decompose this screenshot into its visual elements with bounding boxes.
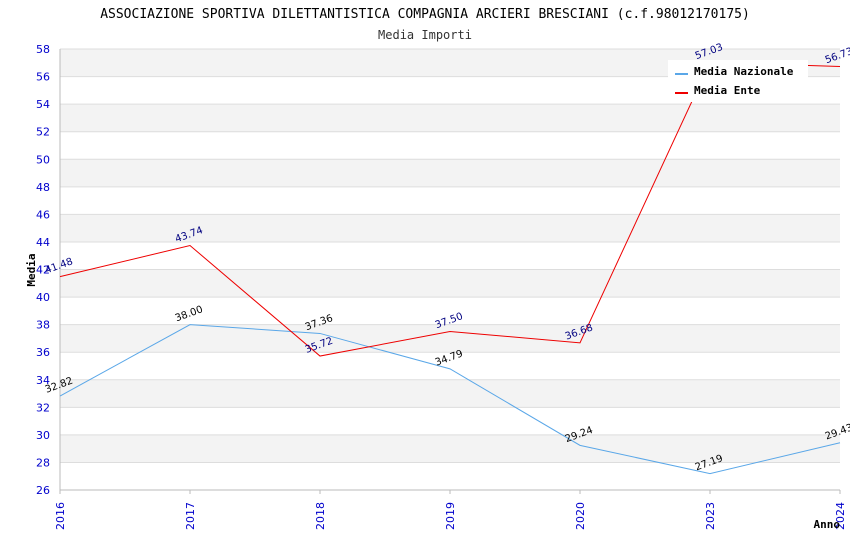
grid-band bbox=[60, 269, 840, 298]
y-tick-label: 54 bbox=[36, 98, 50, 111]
grid-band bbox=[60, 131, 840, 160]
y-tick-label: 30 bbox=[36, 429, 50, 442]
y-tick-label: 58 bbox=[36, 43, 50, 56]
grid-band bbox=[60, 214, 840, 242]
legend: Media Nazionale Media Ente bbox=[668, 60, 808, 102]
x-tick-label: 2018 bbox=[314, 502, 327, 530]
y-tick-label: 36 bbox=[36, 346, 50, 359]
legend-box bbox=[668, 60, 808, 102]
y-tick-label: 40 bbox=[36, 291, 50, 304]
chart-subtitle: Media Importi bbox=[378, 28, 472, 42]
x-tick-label: 2024 bbox=[834, 502, 847, 530]
grid-band bbox=[60, 352, 840, 380]
grid-band bbox=[60, 379, 840, 408]
x-tick-label: 2019 bbox=[444, 502, 457, 530]
y-tick-label: 46 bbox=[36, 208, 50, 221]
y-tick-label: 26 bbox=[36, 484, 50, 497]
grid-band bbox=[60, 159, 840, 187]
grid-band bbox=[60, 241, 840, 270]
chart-title: ASSOCIAZIONE SPORTIVA DILETTANTISTICA CO… bbox=[100, 7, 750, 22]
grid-lines bbox=[59, 48, 841, 494]
x-tick-label: 2017 bbox=[184, 502, 197, 530]
y-tick-label: 28 bbox=[36, 456, 50, 469]
grid-band bbox=[60, 104, 840, 132]
grid-band bbox=[60, 186, 840, 215]
x-tick-label: 2020 bbox=[574, 502, 587, 530]
grid-band bbox=[60, 407, 840, 435]
legend-entry: Media Ente bbox=[694, 84, 761, 97]
grid-band bbox=[60, 297, 840, 325]
grid-band bbox=[60, 434, 840, 463]
y-tick-label: 52 bbox=[36, 126, 50, 139]
y-tick-label: 50 bbox=[36, 153, 50, 166]
y-tick-label: 42 bbox=[36, 264, 50, 277]
y-axis-label: Media bbox=[25, 253, 38, 286]
x-axis-ticks: 2016 2017 2018 2019 2020 2023 2024 bbox=[54, 502, 847, 530]
y-tick-label: 56 bbox=[36, 71, 50, 84]
y-tick-label: 34 bbox=[36, 374, 50, 387]
grid-band bbox=[60, 324, 840, 353]
x-tick-label: 2016 bbox=[54, 502, 67, 530]
y-axis-ticks: 26 28 30 32 34 36 38 40 42 44 46 48 50 52 54 56 58 bbox=[36, 43, 50, 497]
y-tick-label: 44 bbox=[36, 236, 50, 249]
x-tick-label: 2023 bbox=[704, 502, 717, 530]
grid-band bbox=[60, 462, 840, 490]
grid-bands bbox=[60, 49, 840, 490]
legend-entry: Media Nazionale bbox=[694, 65, 794, 78]
series-line bbox=[59, 324, 841, 475]
y-tick-label: 32 bbox=[36, 401, 50, 414]
y-tick-label: 48 bbox=[36, 181, 50, 194]
y-tick-label: 38 bbox=[36, 319, 50, 332]
x-axis-label: Anno bbox=[814, 518, 841, 531]
